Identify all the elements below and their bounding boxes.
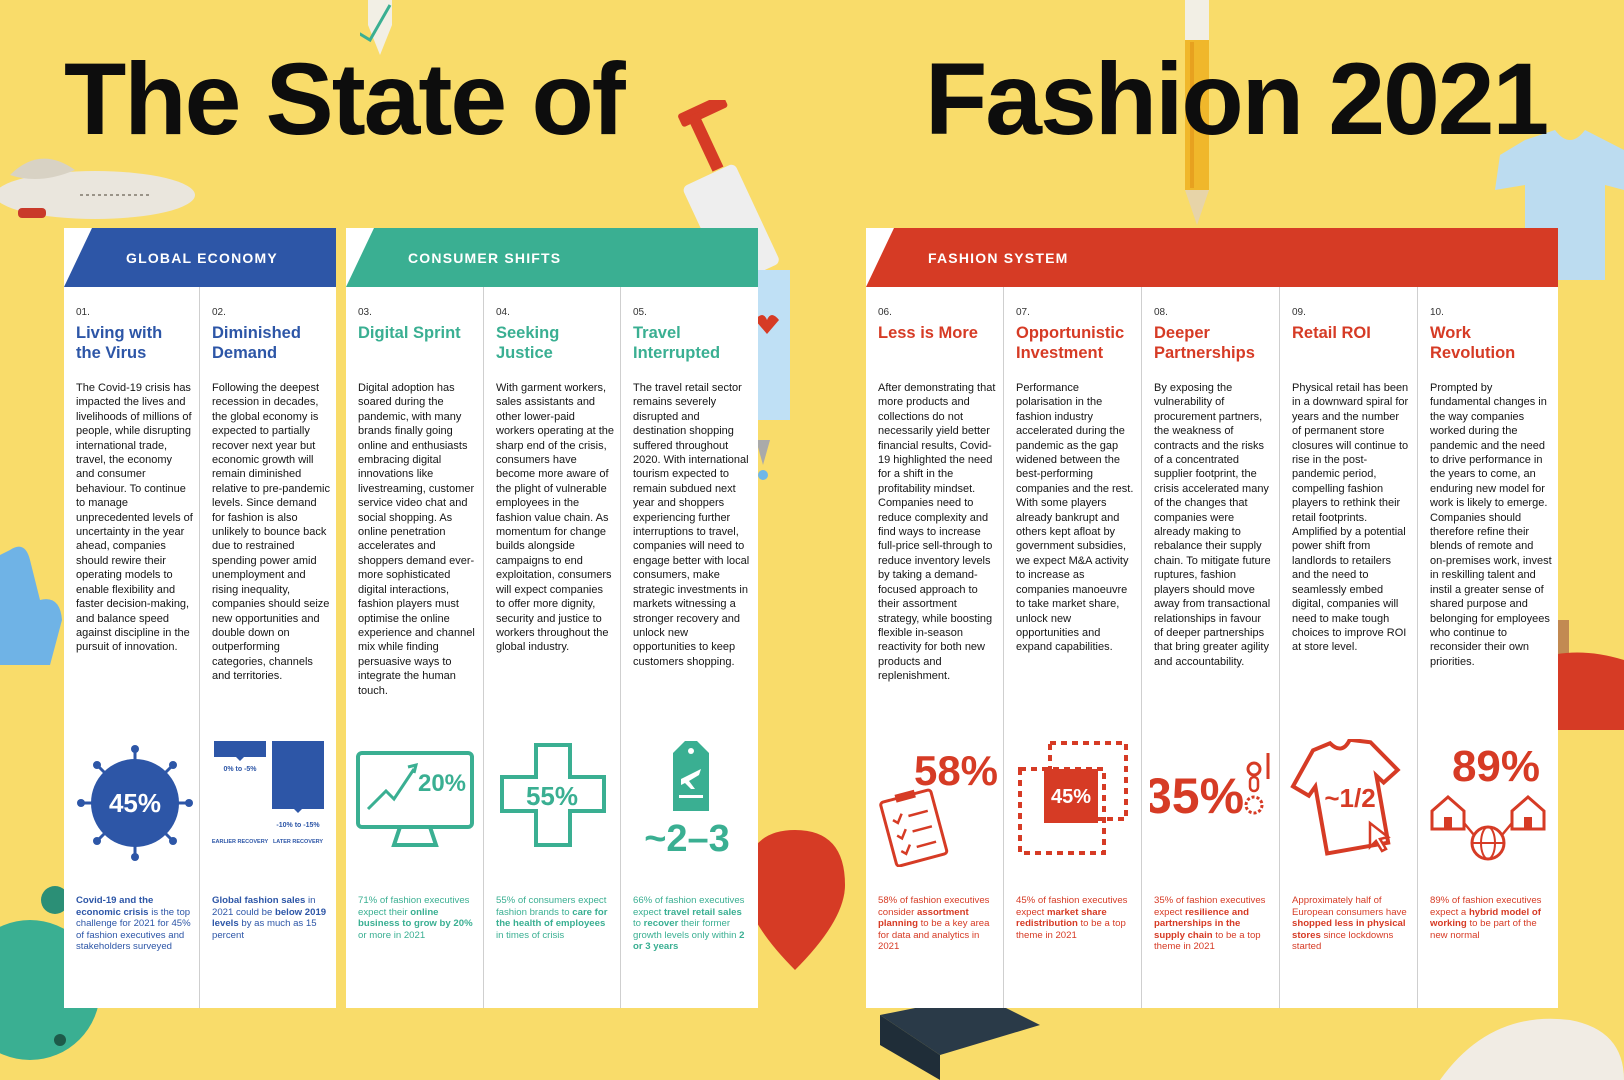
theme-body: After demonstrating that more products a… bbox=[878, 382, 996, 683]
mask-illustration bbox=[1440, 1018, 1624, 1080]
theme-body: The Covid-19 crisis has impacted the liv… bbox=[76, 382, 193, 654]
market-share-squares-icon: 45% bbox=[1018, 741, 1128, 855]
clipboard-checklist-icon: 58% bbox=[879, 747, 998, 867]
theme-number: 05. bbox=[633, 307, 647, 318]
theme-column-05: 05. Travel Interrupted The travel retail… bbox=[621, 287, 758, 1008]
theme-column-08: 08. Deeper Partnerships By exposing the … bbox=[1142, 287, 1280, 1008]
theme-body: Prompted by fundamental changes in the w… bbox=[1430, 382, 1552, 668]
theme-body: By exposing the vulnerability of procure… bbox=[1154, 382, 1271, 668]
theme-body: The travel retail sector remains severel… bbox=[633, 382, 750, 668]
bar-early-label: 0% to -5% bbox=[223, 766, 257, 773]
theme-column-03: 03. Digital Sprint Digital adoption has … bbox=[346, 287, 484, 1008]
stat-value: 58% bbox=[914, 747, 998, 794]
location-pin-illustration bbox=[745, 830, 845, 970]
theme-note: 71% of fashion executives expect their o… bbox=[358, 895, 473, 941]
theme-note: 89% of fashion executives expect a hybri… bbox=[1430, 895, 1542, 941]
stat-value: 55% bbox=[526, 781, 578, 811]
recovery-bars-icon: 0% to -5% -10% to -15% EARLIER RECOVERY … bbox=[212, 741, 324, 845]
theme-column-04: 04. Seeking Justice With garment workers… bbox=[484, 287, 621, 1008]
theme-body: With garment workers, sales assistants a… bbox=[496, 382, 615, 654]
theme-note: Global fashion sales in 2021 could be be… bbox=[212, 895, 327, 941]
theme-note: 58% of fashion executives consider assor… bbox=[878, 895, 990, 952]
theme-note: 45% of fashion executives expect market … bbox=[1016, 895, 1128, 941]
stat-value: 35% bbox=[1150, 768, 1244, 824]
theme-number: 01. bbox=[76, 307, 90, 318]
theme-number: 09. bbox=[1292, 307, 1306, 318]
early-caption: EARLIER RECOVERY bbox=[212, 839, 269, 845]
global-economy-header: GLOBAL ECONOMY bbox=[64, 228, 336, 287]
theme-title: Deeper Partnerships bbox=[1154, 324, 1255, 362]
theme-column-07: 07. Opportunistic Investment Performance… bbox=[1004, 287, 1142, 1008]
theme-number: 06. bbox=[878, 307, 892, 318]
section-label: FASHION SYSTEM bbox=[928, 249, 1069, 266]
theme-title: Living with the Virus bbox=[76, 324, 163, 362]
virus-stat-icon: 45% bbox=[77, 745, 193, 861]
stat-value: 45% bbox=[1051, 786, 1091, 808]
theme-column-02: 02. Diminished Demand Following the deep… bbox=[200, 287, 336, 1008]
stat-value: 20% bbox=[418, 770, 466, 797]
section-label: CONSUMER SHIFTS bbox=[408, 249, 562, 266]
theme-title: Retail ROI bbox=[1292, 324, 1371, 342]
theme-title: Travel Interrupted bbox=[633, 324, 721, 362]
pencil-illustration bbox=[1185, 0, 1209, 225]
home-globe-icon: 89% bbox=[1430, 742, 1546, 861]
theme-title: Work Revolution bbox=[1430, 324, 1516, 362]
late-caption: LATER RECOVERY bbox=[273, 839, 323, 845]
theme-number: 02. bbox=[212, 307, 226, 318]
theme-note: 66% of fashion executives expect travel … bbox=[633, 895, 745, 952]
theme-title: Seeking Justice bbox=[496, 324, 560, 362]
page-title-right: Fashion 2021 bbox=[925, 42, 1549, 156]
theme-note: Approximately half of European consumers… bbox=[1292, 895, 1407, 952]
theme-number: 03. bbox=[358, 307, 372, 318]
section-label: GLOBAL ECONOMY bbox=[126, 249, 278, 266]
theme-number: 07. bbox=[1016, 307, 1030, 318]
chain-gears-icon: 35% bbox=[1150, 753, 1270, 824]
glove-illustration bbox=[0, 546, 62, 665]
theme-title: Less is More bbox=[878, 324, 978, 342]
theme-title: Opportunistic Investment bbox=[1016, 324, 1125, 362]
theme-body: Performance polarisation in the fashion … bbox=[1016, 382, 1134, 654]
box-illustration bbox=[880, 995, 1040, 1080]
pencil-small-illustration bbox=[360, 0, 392, 55]
consumer-shifts-header: CONSUMER SHIFTS bbox=[346, 228, 758, 287]
medical-cross-icon: 55% bbox=[500, 743, 606, 847]
theme-title: Digital Sprint bbox=[358, 324, 461, 342]
theme-number: 04. bbox=[496, 307, 510, 318]
stat-value: ~1/2 bbox=[1324, 783, 1375, 813]
global-economy-panel: GLOBAL ECONOMY 01. Living with the Virus… bbox=[64, 228, 336, 1008]
page-title-left: The State of bbox=[64, 42, 626, 156]
theme-body: Following the deepest recession in decad… bbox=[212, 382, 331, 683]
fashion-system-panel: FASHION SYSTEM 06. Less is More After de… bbox=[866, 228, 1558, 1008]
stat-value: 89% bbox=[1452, 742, 1540, 791]
theme-body: Physical retail has been in a downward s… bbox=[1292, 382, 1409, 654]
theme-column-06: 06. Less is More After demonstrating tha… bbox=[866, 287, 1004, 1008]
theme-note: 35% of fashion executives expect resilie… bbox=[1154, 895, 1266, 952]
theme-column-10: 10. Work Revolution Prompted by fundamen… bbox=[1418, 287, 1558, 1008]
theme-note: Covid-19 and the economic crisis is the … bbox=[76, 895, 191, 952]
tshirt-cursor-icon: ~1/2 bbox=[1290, 739, 1401, 856]
theme-body: Digital adoption has soared during the p… bbox=[358, 382, 475, 697]
theme-number: 10. bbox=[1430, 307, 1444, 318]
stat-value: 45% bbox=[109, 788, 161, 818]
theme-note: 55% of consumers expect fashion brands t… bbox=[496, 895, 608, 941]
theme-column-09: 09. Retail ROI Physical retail has been … bbox=[1280, 287, 1418, 1008]
theme-column-01: 01. Living with the Virus The Covid-19 c… bbox=[64, 287, 200, 1008]
consumer-shifts-panel: CONSUMER SHIFTS 03. Digital Sprint Digit… bbox=[346, 228, 758, 1008]
monitor-growth-icon: 20% bbox=[356, 751, 474, 847]
plane-illustration bbox=[0, 158, 195, 219]
theme-title: Diminished Demand bbox=[212, 324, 301, 362]
bar-late-label: -10% to -15% bbox=[276, 822, 320, 829]
fashion-system-header: FASHION SYSTEM bbox=[866, 228, 1558, 287]
stat-value: ~2–3 bbox=[644, 818, 730, 860]
travel-tag-icon: ~2–3 bbox=[644, 741, 730, 860]
theme-number: 08. bbox=[1154, 307, 1168, 318]
